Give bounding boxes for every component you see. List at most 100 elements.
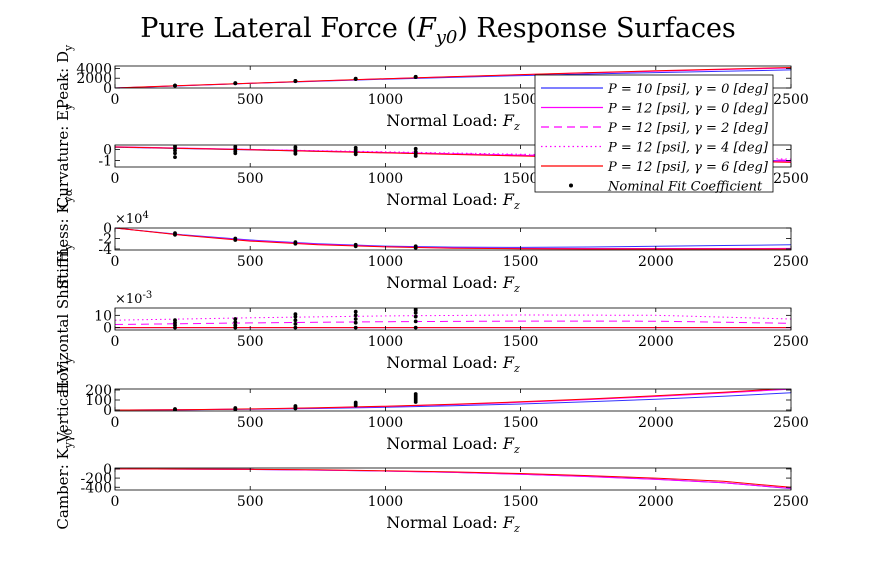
x-tick-label: 0 — [111, 494, 120, 510]
fit-coefficient-point — [413, 308, 418, 312]
x-tick-label: 2500 — [773, 92, 809, 108]
fit-coefficient-point — [293, 325, 298, 330]
legend-label: P = 12 [psi], γ = 4 [deg] — [607, 141, 769, 156]
fit-coefficient-point — [353, 325, 358, 330]
legend-entry: P = 12 [psi], γ = 2 [deg] — [541, 121, 769, 136]
fit-coefficient-point — [233, 317, 238, 321]
x-tick-label: 1000 — [368, 92, 404, 108]
fit-coefficient-point — [353, 313, 358, 318]
x-axis-label: Normal Load: Fz — [386, 513, 520, 535]
legend-entry: P = 10 [psi], γ = 0 [deg] — [541, 82, 769, 97]
fit-coefficient-point — [293, 151, 298, 156]
y-tick-label: -200 — [81, 471, 112, 487]
x-axis-label: Normal Load: Fz — [386, 434, 520, 456]
fit-coefficient-point — [353, 309, 358, 314]
fit-coefficient-point — [293, 404, 298, 408]
legend-label: Nominal Fit Coefficient — [607, 180, 763, 195]
y-tick-label: 0 — [103, 321, 112, 337]
fit-coefficient-point — [293, 318, 298, 323]
x-tick-label: 2500 — [773, 334, 809, 350]
y-axis-label: Camber: Kyγ0 — [54, 428, 75, 529]
fit-coefficient-point — [173, 318, 177, 323]
axes-box — [114, 144, 792, 168]
figure-title: Pure Lateral Force (Fy0) Response Surfac… — [140, 13, 736, 48]
y-tick-label: 0 — [103, 221, 112, 237]
fit-coefficient-point — [173, 148, 177, 153]
fit-coefficient-point — [233, 81, 238, 85]
fit-coefficient-point — [413, 392, 418, 396]
axes-box — [114, 307, 792, 331]
fit-coefficient-point — [413, 146, 418, 151]
y-tick-label: 0 — [103, 462, 112, 478]
x-tick-label: 2000 — [638, 334, 674, 350]
y-tick-label: -2 — [98, 231, 112, 247]
x-axis-label: Normal Load: Fz — [386, 190, 520, 212]
axes-box — [114, 467, 792, 491]
y-tick-label: 0 — [103, 142, 112, 158]
x-tick-label: 1000 — [368, 171, 404, 187]
legend-label: P = 12 [psi], γ = 6 [deg] — [607, 160, 769, 175]
x-tick-label: 2500 — [773, 415, 809, 431]
series-line-3 — [115, 320, 791, 325]
fit-coefficient-point — [173, 151, 177, 156]
y-tick-label: 10 — [94, 308, 112, 324]
legend-box — [534, 74, 774, 193]
y-tick-label: 4000 — [76, 61, 112, 77]
fit-coefficient-point — [413, 154, 418, 158]
x-tick-label: 500 — [237, 171, 264, 187]
x-tick-label: 1000 — [368, 254, 404, 270]
fit-coefficient-point — [413, 325, 418, 330]
fit-coefficient-point — [413, 246, 418, 250]
y-tick-label: -1 — [98, 153, 112, 169]
y-tick-label: 200 — [85, 383, 112, 399]
legend-entry: P = 12 [psi], γ = 4 [deg] — [541, 141, 769, 156]
y-exponent-label: ×104 — [115, 210, 149, 227]
y-tick-label: 0 — [103, 81, 112, 97]
fit-coefficient-point — [353, 76, 358, 81]
x-tick-label: 2000 — [638, 494, 674, 510]
y-axis-label: Vertical: Vy — [54, 357, 75, 444]
x-tick-label: 500 — [237, 92, 264, 108]
legend-entry: P = 12 [psi], γ = 6 [deg] — [541, 160, 769, 175]
y-tick-label: 2000 — [76, 71, 112, 87]
x-tick-label: 1000 — [368, 415, 404, 431]
x-tick-label: 2500 — [773, 254, 809, 270]
x-tick-label: 1000 — [368, 494, 404, 510]
x-tick-label: 0 — [111, 171, 120, 187]
x-tick-label: 1500 — [503, 171, 539, 187]
x-tick-label: 2500 — [773, 171, 809, 187]
y-tick-label: 0 — [103, 403, 112, 419]
fit-coefficient-point — [233, 151, 238, 156]
fit-coefficient-point — [353, 317, 358, 321]
fit-coefficient-point — [353, 320, 358, 325]
fit-coefficient-point — [413, 314, 418, 319]
fit-coefficient-point — [293, 79, 298, 83]
axes-box — [114, 65, 792, 89]
series-line-4 — [115, 314, 791, 321]
fit-coefficient-point — [293, 322, 298, 326]
legend-marker — [569, 183, 573, 188]
fit-coefficient-point — [293, 312, 298, 316]
fit-coefficient-point — [173, 232, 177, 237]
legend: P = 10 [psi], γ = 0 [deg] P = 12 [psi], γ… — [534, 74, 774, 195]
x-tick-label: 1000 — [368, 334, 404, 350]
x-tick-label: 2000 — [638, 415, 674, 431]
y-exponent-label: ×10-3 — [115, 290, 152, 307]
x-tick-label: 1500 — [503, 92, 539, 108]
x-tick-label: 1500 — [503, 494, 539, 510]
x-tick-label: 0 — [111, 92, 120, 108]
x-tick-label: 2000 — [638, 254, 674, 270]
x-tick-label: 500 — [237, 494, 264, 510]
y-axis-label: Peak: Dy — [54, 44, 75, 109]
fit-coefficient-point — [413, 319, 418, 324]
x-tick-label: 1500 — [503, 415, 539, 431]
series-line-3 — [115, 468, 791, 488]
fit-coefficient-point — [173, 407, 177, 411]
x-tick-label: 500 — [237, 334, 264, 350]
fit-coefficient-point — [353, 152, 358, 157]
